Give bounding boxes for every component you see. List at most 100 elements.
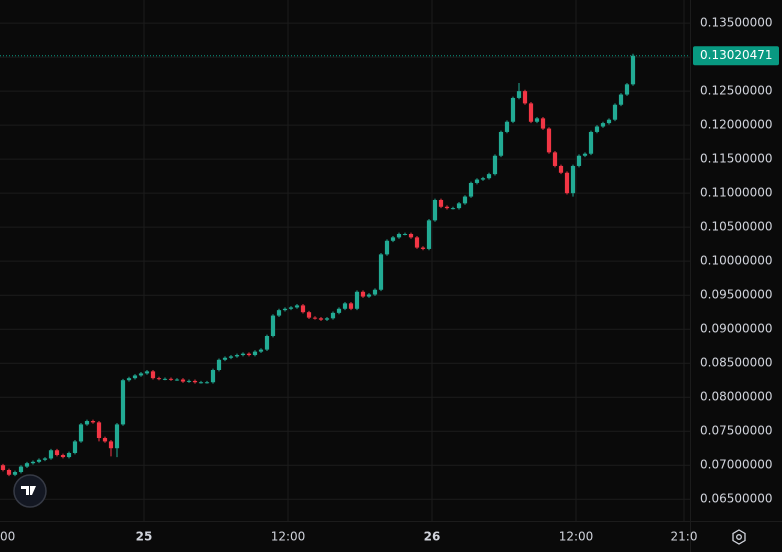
candle-body [396,233,402,238]
candle-body [438,199,444,207]
candle-body [510,97,516,122]
x-tick-label: 00 [0,530,15,544]
y-tick-label: 0.10000000 [700,254,773,268]
candle-body [444,206,450,209]
candle-body [102,438,108,442]
candle-body [150,371,156,379]
candle-body [324,318,330,320]
candle-body [384,240,390,255]
candle-body [540,118,546,129]
candle-body [282,308,288,311]
candle-body [552,152,558,166]
candle-body [480,178,486,180]
candle-body [138,373,144,376]
candle-body [36,459,42,462]
candle-body [234,355,240,357]
candle-body [120,380,126,425]
last-price-label: 0.13020471 [700,48,773,62]
candle-body [312,317,318,319]
candle-body [300,305,306,313]
candle-body [18,466,24,473]
candle-body [342,303,348,309]
candle-body [180,379,186,382]
candle-body [528,103,534,122]
candle-body [600,123,606,127]
candle-body [72,441,78,453]
y-tick-label: 0.11000000 [700,186,773,200]
candle-body [492,155,498,175]
x-tick-label: 21:0 [671,530,698,544]
candle-body [516,91,522,98]
candle-body [462,196,468,204]
candle-body [6,469,12,475]
candle-body [30,461,36,464]
candle-body [114,424,120,449]
candle-body [222,357,228,360]
logo[interactable] [13,474,47,508]
candle-body [432,199,438,221]
candle-body [630,55,636,85]
candle-body [426,220,432,249]
candle-body [402,233,408,235]
candle-body [186,380,192,382]
y-tick-label: 0.07000000 [700,458,773,472]
candle-body [288,307,294,309]
y-tick-label: 0.08500000 [700,356,773,370]
candle-body [210,370,216,383]
y-tick-label: 0.09500000 [700,288,773,302]
candle-body [354,291,360,309]
candle-body [156,378,162,380]
candle-body [126,378,132,381]
candle-body [360,291,366,297]
candle-body [60,455,66,458]
y-tick-label: 0.11500000 [700,152,773,166]
candle-body [192,380,198,383]
y-tick-label: 0.13500000 [700,16,773,30]
candle-body [294,305,300,308]
candle-body [144,371,150,374]
candle-body [606,119,612,124]
candle-body [594,126,600,132]
candle-body [216,359,222,371]
candle-body [240,353,246,356]
candle-body [420,247,426,249]
y-tick-label: 0.08000000 [700,390,773,404]
candle-body [270,315,276,336]
candle-body [546,128,552,153]
candle-body [54,450,60,456]
candle-body [96,422,102,439]
candle-body [246,353,252,356]
candle-body [456,203,462,209]
candle-body [534,118,540,122]
candle-body [132,375,138,379]
candle-body [168,378,174,380]
candle-body [48,450,54,459]
candle-body [66,452,72,458]
x-tick-label: 26 [424,530,441,544]
candle-body [12,472,18,475]
candle-body [42,458,48,460]
candles [0,53,636,477]
candle-body [198,382,204,384]
candle-body [474,179,480,183]
x-tick-label: 25 [136,530,153,544]
candle-body [618,94,624,105]
candle-body [252,351,258,356]
candle-body [108,441,114,449]
candle-body [276,310,282,316]
last-price-box [693,46,779,66]
candle-body [78,424,84,442]
candle-body [258,349,264,352]
y-tick-label: 0.07500000 [700,424,773,438]
candle-body [348,303,354,309]
y-tick-label: 0.12000000 [700,118,773,132]
settings-button[interactable] [732,529,746,545]
candle-body [504,121,510,132]
candle-body [162,378,168,380]
candle-body [450,208,456,210]
candle-body [408,233,414,238]
candle-body [228,356,234,358]
candle-body [84,421,90,425]
candle-body [468,182,474,197]
